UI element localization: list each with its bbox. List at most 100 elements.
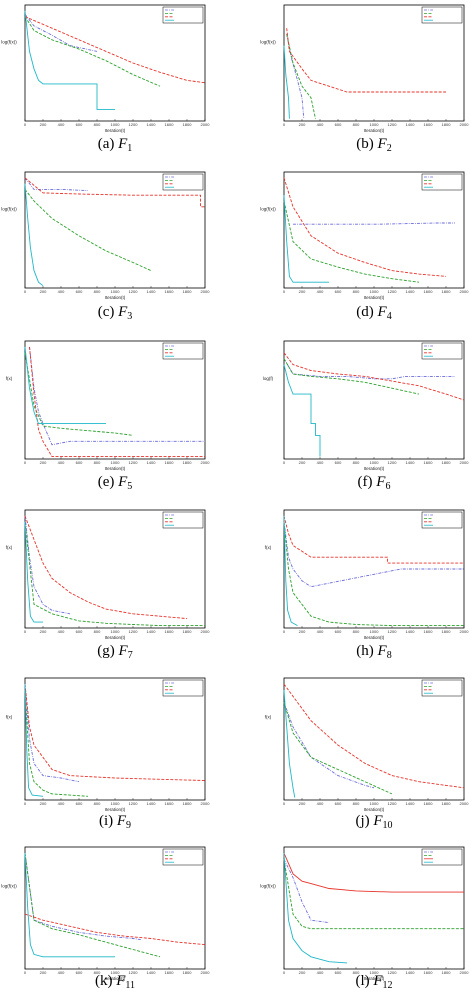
x-tick-label: 800 <box>353 801 360 806</box>
x-tick-label: 0 <box>24 801 27 806</box>
series-line-4 <box>24 853 115 958</box>
legend <box>162 679 204 697</box>
x-axis-label: Iteration(t) <box>105 128 126 133</box>
x-tick-label: 1200 <box>388 289 398 294</box>
caption-label: (f) <box>358 474 377 490</box>
x-tick-label: 1200 <box>388 122 398 127</box>
legend <box>421 6 463 24</box>
y-axis-label: f(x) <box>6 545 13 550</box>
x-tick-label: 1400 <box>406 460 416 465</box>
legend <box>162 6 204 24</box>
series-line-1 <box>293 222 455 225</box>
series-line-4 <box>283 45 290 119</box>
x-tick-label: 1000 <box>111 460 121 465</box>
x-tick-label: 2000 <box>460 122 470 127</box>
x-tick-label: 1200 <box>388 629 398 634</box>
panel-10: 0 200 400 600 800 1000 1200 1400 1600 1800 2000 Ite… <box>1 846 211 991</box>
x-tick-label: 800 <box>94 289 101 294</box>
x-tick-label: 2000 <box>460 970 470 975</box>
series-line-1 <box>24 177 89 192</box>
x-tick-label: 1000 <box>111 970 121 975</box>
plot-frame <box>283 846 465 970</box>
caption-label: (h) <box>356 643 377 659</box>
x-tick-label: 1800 <box>183 801 193 806</box>
x-tick-label: 0 <box>283 122 286 127</box>
x-tick-label: 1600 <box>424 460 434 465</box>
x-tick-label: 1400 <box>406 629 416 634</box>
caption-function: F <box>375 474 386 490</box>
x-tick-label: 2000 <box>460 801 470 806</box>
x-tick-label: 800 <box>353 629 360 634</box>
x-axis-label: Iteration(t) <box>364 976 385 981</box>
x-tick-label: 0 <box>24 629 27 634</box>
x-tick-label: 1200 <box>129 460 139 465</box>
y-axis-label: log(f(x)) <box>1 883 17 888</box>
legend <box>421 679 463 697</box>
series-line-4 <box>283 364 321 457</box>
caption-label: (a) <box>98 136 118 152</box>
x-tick-label: 1200 <box>388 970 398 975</box>
x-tick-label: 1400 <box>147 801 157 806</box>
legend <box>162 342 204 360</box>
panel-caption: (d) F4 <box>356 304 391 322</box>
x-tick-label: 800 <box>94 970 101 975</box>
caption-function: F <box>117 136 128 152</box>
x-tick-label: 0 <box>24 460 27 465</box>
x-tick-label: 1800 <box>442 122 452 127</box>
x-tick-label: 0 <box>24 289 27 294</box>
x-tick-label: 0 <box>283 289 286 294</box>
series-line-3 <box>29 346 205 458</box>
x-tick-label: 400 <box>317 289 324 294</box>
x-tick-label: 2000 <box>201 629 211 634</box>
plot-frame <box>24 677 206 801</box>
x-tick-label: 400 <box>317 970 324 975</box>
x-tick-label: 200 <box>40 289 47 294</box>
series-line-1 <box>283 521 464 588</box>
x-tick-label: 1200 <box>129 122 139 127</box>
x-tick-label: 1600 <box>165 460 175 465</box>
series-line-2 <box>24 853 161 958</box>
panel-caption: (j) F10 <box>355 813 392 831</box>
x-tick-label: 0 <box>283 629 286 634</box>
x-tick-label: 0 <box>283 460 286 465</box>
x-tick-label: 600 <box>335 289 342 294</box>
caption-subscript: 12 <box>383 980 393 991</box>
x-tick-label: 400 <box>317 801 324 806</box>
panel-caption: (l) F12 <box>355 973 392 991</box>
caption-subscript: 11 <box>125 980 135 991</box>
x-tick-label: 600 <box>76 289 83 294</box>
x-tick-label: 1000 <box>370 801 380 806</box>
x-tick-label: 1200 <box>129 289 139 294</box>
legend <box>162 848 204 866</box>
x-tick-label: 1000 <box>111 122 121 127</box>
panel-caption: (h) F8 <box>356 643 391 661</box>
x-tick-label: 400 <box>58 970 65 975</box>
x-tick-label: 400 <box>58 122 65 127</box>
x-tick-label: 2000 <box>460 460 470 465</box>
series-line-2 <box>24 352 134 436</box>
x-tick-label: 1400 <box>406 289 416 294</box>
x-tick-label: 1200 <box>388 460 398 465</box>
series-line-2 <box>283 859 464 930</box>
x-tick-label: 2000 <box>201 122 211 127</box>
legend <box>162 173 204 191</box>
x-tick-label: 2000 <box>201 970 211 975</box>
x-tick-label: 1600 <box>165 289 175 294</box>
x-tick-label: 200 <box>40 122 47 127</box>
series-line-1 <box>24 853 143 941</box>
series-line-2 <box>283 200 420 283</box>
caption-label: (j) <box>355 813 373 829</box>
panel-caption: (i) F9 <box>99 813 131 831</box>
x-tick-label: 1600 <box>165 801 175 806</box>
series-line-1 <box>24 515 71 615</box>
x-tick-label: 800 <box>94 801 101 806</box>
series-line-4 <box>283 515 298 626</box>
panel-caption: (a) F1 <box>98 136 133 154</box>
x-tick-label: 0 <box>24 122 27 127</box>
caption-subscript: 9 <box>126 820 131 831</box>
series-line-3 <box>283 515 464 564</box>
x-tick-label: 1600 <box>424 289 434 294</box>
panel-9: 0 200 400 600 800 1000 1200 1400 1600 1800 2000 Ite… <box>265 677 470 831</box>
x-tick-label: 0 <box>283 970 286 975</box>
